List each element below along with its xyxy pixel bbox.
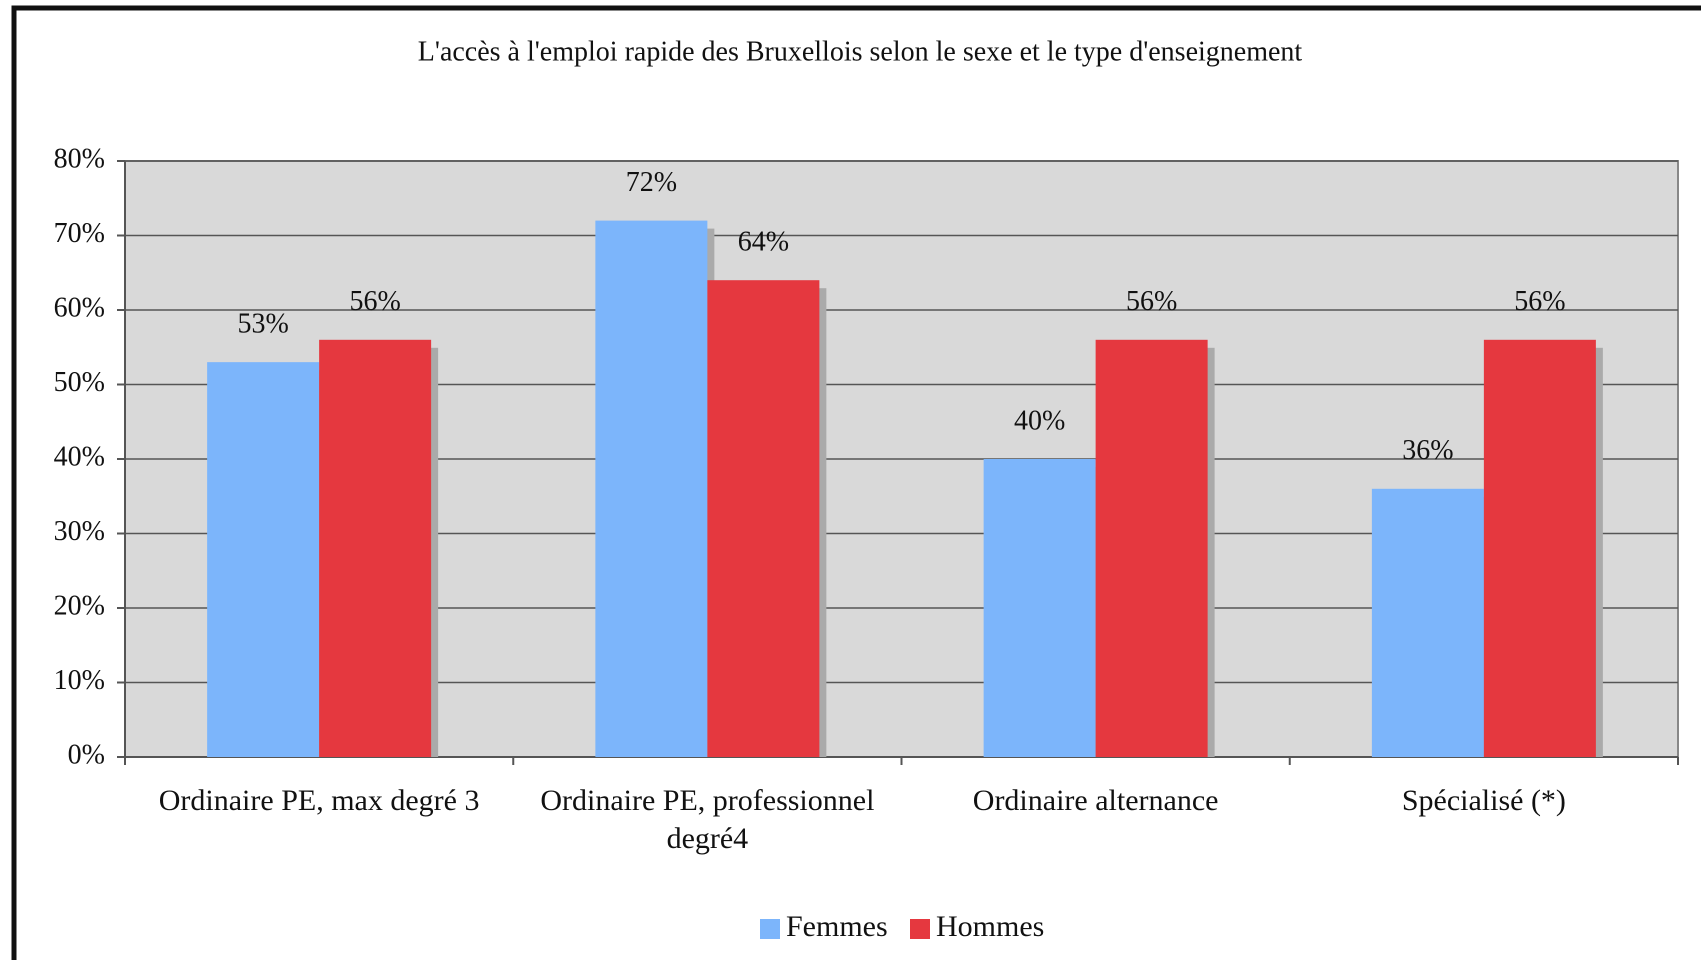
- y-tick-label: 20%: [54, 590, 105, 621]
- legend-label: Hommes: [936, 910, 1044, 943]
- y-tick-label: 60%: [54, 292, 105, 323]
- value-label: 36%: [1402, 435, 1453, 466]
- y-tick-label: 30%: [54, 516, 105, 547]
- value-label: 64%: [738, 227, 789, 258]
- y-tick-label: 50%: [54, 367, 105, 398]
- bar: [983, 459, 1096, 757]
- bar: [1371, 488, 1484, 757]
- bar: [707, 280, 820, 757]
- bar: [595, 220, 708, 758]
- x-tick-label: Spécialisé (*): [1401, 784, 1566, 817]
- y-tick-label: 70%: [54, 218, 105, 249]
- value-label: 56%: [1126, 286, 1177, 317]
- value-label: 56%: [349, 286, 400, 317]
- legend-swatch: [760, 919, 780, 939]
- x-tick-label: Ordinaire PE, professionnel degré4: [540, 784, 875, 855]
- y-tick-label: 80%: [54, 143, 105, 174]
- frame: [11, 5, 1701, 960]
- x-tick-label: Ordinaire PE, max degré 3: [158, 784, 480, 817]
- value-label: 72%: [626, 167, 677, 198]
- bar: [1095, 339, 1208, 757]
- value-label: 40%: [1014, 405, 1065, 436]
- bar: [1483, 339, 1596, 757]
- bar: [319, 339, 432, 757]
- y-tick-label: 10%: [54, 665, 105, 696]
- value-label: 53%: [237, 309, 288, 340]
- y-tick-label: 40%: [54, 441, 105, 472]
- chart-title: L'accès à l'emploi rapide des Bruxellois…: [418, 36, 1303, 67]
- y-tick-label: 0%: [68, 739, 105, 770]
- x-tick-label: Ordinaire alternance: [972, 784, 1219, 817]
- legend-label: Femmes: [786, 910, 888, 943]
- value-label: 56%: [1514, 286, 1565, 317]
- bar: [207, 362, 320, 757]
- legend-swatch: [910, 919, 930, 939]
